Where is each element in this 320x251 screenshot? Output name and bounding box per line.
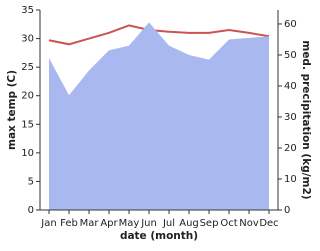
chart: date (month) max temp (C) med. precipita… [6, 5, 312, 242]
y-tick-label: 20 [21, 91, 34, 102]
x-tick-label: Dec [259, 218, 278, 229]
x-tick-label: Jul [162, 218, 175, 229]
x-tick-label: Oct [220, 218, 237, 229]
y2-tick-label: 60 [284, 19, 297, 30]
x-tick-label: Mar [80, 218, 100, 229]
x-tick-label: May [119, 218, 140, 229]
x-tick-label: Jun [140, 218, 157, 229]
y2-tick-label: 40 [284, 81, 297, 92]
y-tick-label: 30 [21, 34, 34, 45]
y2-tick-label: 50 [284, 50, 297, 61]
y2-axis-label: med. precipitation (kg/m2) [300, 40, 312, 199]
y-tick-label: 10 [21, 148, 34, 159]
temp-line [48, 24, 270, 46]
y-tick-label: 15 [21, 119, 34, 130]
y2-tick-label: 20 [284, 143, 297, 154]
x-tick-label: Feb [60, 218, 78, 229]
y-tick-label: 25 [21, 62, 34, 73]
y-axis-label: max temp (C) [6, 70, 18, 150]
y2-tick-label: 0 [284, 205, 290, 216]
x-tick-label: Nov [239, 218, 259, 229]
x-axis-label: date (month) [120, 230, 198, 242]
y2-tick-label: 30 [284, 112, 297, 123]
y-tick-label: 35 [21, 5, 34, 16]
precipitation-area [49, 22, 269, 210]
x-tick-label: Sep [200, 218, 219, 229]
y-tick-label: 0 [28, 205, 34, 216]
x-tick-label: Apr [100, 218, 118, 229]
x-tick-label: Jan [40, 218, 56, 229]
y2-tick-label: 10 [284, 174, 297, 185]
y-tick-label: 5 [28, 176, 34, 187]
x-tick-label: Aug [179, 218, 199, 229]
